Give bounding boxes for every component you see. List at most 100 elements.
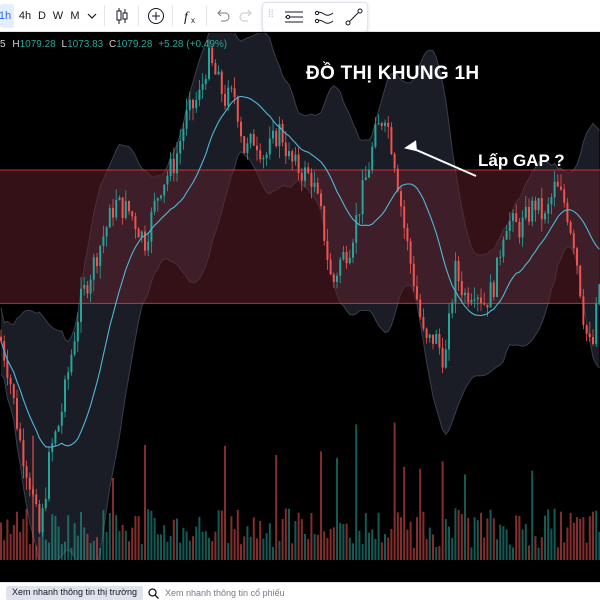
volume-bar (70, 547, 73, 560)
legend-change: +5.28 (+0.49%) (158, 39, 228, 50)
legend-low: 1073.83 (67, 39, 104, 50)
candle-body (179, 141, 182, 154)
redo-icon[interactable] (235, 4, 257, 28)
stock-search[interactable]: Xem nhanh thông tin cổ phiếu (142, 586, 291, 600)
gap-arrow-line (409, 146, 477, 177)
candle-body (579, 265, 582, 297)
volume-bar (524, 524, 527, 560)
candle-body (422, 317, 425, 329)
volume-bar (182, 527, 185, 560)
candles-icon[interactable] (110, 4, 134, 28)
volume-bar (387, 537, 390, 560)
curve-lines-icon[interactable] (311, 5, 337, 29)
volume-bar (582, 517, 585, 560)
chart-canvas[interactable] (0, 33, 600, 560)
candle-body (396, 168, 399, 192)
chevron-down-icon[interactable] (84, 4, 100, 28)
candle-body (444, 349, 447, 368)
volume-bar (179, 542, 182, 560)
market-quick-view-tab[interactable]: Xem nhanh thông tin thị trường (6, 586, 144, 600)
interval-w-button[interactable]: W (52, 10, 64, 22)
legend-close: 1079.28 (116, 39, 153, 50)
volume-bar (288, 508, 290, 560)
candle-body (108, 207, 111, 228)
candle-body (284, 142, 287, 157)
candle-body (64, 379, 66, 412)
candle-body (262, 158, 265, 160)
volume-bar (361, 543, 364, 560)
volume-bar (502, 526, 505, 560)
gap-zone (0, 170, 600, 304)
gap-annotation[interactable]: Lấp GAP ? (478, 151, 565, 170)
candle-body (275, 130, 278, 147)
volume-bar (563, 542, 566, 560)
candle-body (348, 257, 351, 264)
candle-body (256, 145, 258, 151)
candle-body (51, 443, 54, 452)
volume-bar (268, 523, 271, 560)
volume-bar (457, 509, 460, 560)
interval-4h-button[interactable]: 4h (18, 10, 32, 22)
volume-bar (499, 524, 502, 560)
candle-body (454, 260, 457, 303)
interval-1h-button[interactable]: 1h (0, 4, 14, 28)
volume-bar (326, 538, 329, 560)
horizontal-lines-icon[interactable] (281, 5, 307, 29)
candle-body (531, 200, 534, 222)
candle-body (384, 122, 386, 126)
candle-body (512, 213, 514, 222)
volume-bar (124, 530, 127, 560)
trend-line-icon[interactable] (341, 5, 367, 29)
candle-body (188, 99, 191, 111)
candle-body (563, 189, 566, 203)
interval-d-button[interactable]: D (38, 10, 46, 22)
candle-body (428, 334, 431, 338)
volume-bar (384, 534, 386, 560)
volume-bar (448, 526, 450, 560)
volume-bar (512, 547, 514, 560)
chart-title-annotation[interactable]: ĐỒ THỊ KHUNG 1H (306, 63, 480, 84)
candle-body (201, 84, 204, 90)
legend-h-label: H (12, 39, 20, 50)
candle-body (406, 227, 409, 242)
volume-bar (339, 522, 342, 560)
candle-body (547, 204, 550, 214)
volume-bar (320, 451, 322, 560)
volume-bar (438, 546, 441, 560)
add-indicator-icon[interactable] (144, 4, 168, 28)
volume-bar (204, 531, 207, 560)
candle-body (230, 87, 233, 89)
volume-bar (0, 522, 2, 560)
legend-prefix: 5 (0, 39, 6, 50)
volume-bar (531, 470, 534, 560)
volume-bar (38, 536, 41, 560)
candle-body (409, 241, 412, 264)
price-chart[interactable]: 5 H1079.28 L1073.83 C1079.28 +5.28 (+0.4… (0, 33, 600, 600)
candle-body (211, 47, 214, 64)
candle-body (44, 498, 47, 509)
drag-handle[interactable]: ⁞⁞ (268, 9, 274, 20)
candle-body (272, 130, 274, 139)
svg-text:x: x (191, 16, 195, 25)
volume-bar (198, 516, 201, 560)
candle-body (156, 198, 159, 201)
candle-body (524, 207, 527, 218)
interval-m-button[interactable]: M (70, 10, 80, 22)
undo-icon[interactable] (212, 4, 234, 28)
volume-bar (332, 527, 335, 560)
candle-body (390, 126, 393, 154)
candle-body (492, 282, 495, 297)
candle-body (137, 228, 140, 238)
volume-bar (576, 517, 578, 560)
volume-bar (400, 517, 402, 560)
volume-bar (310, 513, 313, 560)
volume-bar (518, 516, 521, 560)
candle-body (403, 206, 406, 228)
volume-bar (134, 515, 137, 560)
candle-body (208, 47, 210, 79)
volume-bar (508, 544, 511, 560)
candle-body (297, 154, 300, 173)
candle-body (220, 71, 223, 94)
volume-bar (464, 474, 466, 560)
